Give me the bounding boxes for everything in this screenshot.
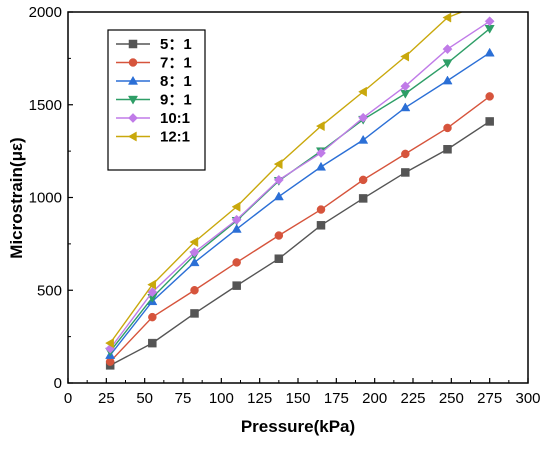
- data-point: [315, 121, 325, 132]
- x-tick-label: 275: [477, 390, 502, 407]
- data-point: [189, 236, 199, 248]
- legend-marker: [127, 131, 137, 142]
- y-axis-title: Microstrain(με): [7, 137, 26, 258]
- data-point: [316, 205, 326, 214]
- data-point: [358, 175, 368, 185]
- legend-label: 10:1: [160, 110, 190, 127]
- data-point: [443, 123, 452, 133]
- data-point: [401, 149, 410, 159]
- data-point: [273, 159, 283, 170]
- data-point: [400, 51, 410, 62]
- data-point: [190, 309, 199, 318]
- data-point: [442, 44, 453, 55]
- data-point: [148, 312, 157, 322]
- data-point: [273, 191, 284, 201]
- data-point: [400, 89, 411, 99]
- x-tick-label: 75: [175, 390, 192, 407]
- series-line: [109, 12, 464, 344]
- data-point: [274, 254, 284, 263]
- x-tick-label: 125: [247, 390, 272, 407]
- data-point: [147, 287, 158, 298]
- data-point: [316, 221, 326, 230]
- data-point: [443, 145, 452, 154]
- legend-marker: [127, 75, 139, 85]
- data-point: [315, 161, 327, 171]
- data-point: [485, 0, 493, 5]
- legend-label: 8：1: [160, 73, 192, 90]
- series-line: [109, 20, 491, 350]
- series-line: [109, 120, 491, 366]
- data-point: [484, 47, 495, 57]
- data-point: [148, 338, 157, 348]
- data-point: [442, 75, 453, 85]
- data-point: [231, 214, 242, 225]
- data-point: [358, 112, 369, 123]
- data-point: [485, 117, 494, 126]
- y-tick-label: 1500: [29, 97, 62, 114]
- data-point: [189, 257, 200, 267]
- data-point: [232, 258, 241, 267]
- data-point: [316, 148, 326, 158]
- x-tick-label: 100: [209, 390, 234, 407]
- legend-label: 5：1: [160, 36, 192, 53]
- x-tick-label: 175: [324, 390, 349, 407]
- data-point: [358, 194, 368, 203]
- y-tick-label: 500: [37, 282, 62, 299]
- legend-marker: [128, 113, 138, 123]
- data-point: [358, 86, 367, 97]
- legend: 5：1 7：18：1 9：110:1 12:1: [107, 29, 206, 171]
- data-point: [105, 338, 114, 349]
- data-point: [484, 16, 495, 27]
- data-point: [274, 231, 284, 240]
- data-point: [147, 279, 157, 290]
- data-point: [442, 12, 452, 23]
- x-tick-label: 150: [285, 390, 310, 407]
- legend-marker: [127, 95, 139, 105]
- data-point: [189, 247, 200, 258]
- legend-label: 7：1: [160, 55, 192, 72]
- x-tick-label: 250: [439, 390, 464, 407]
- x-tick-label: 200: [362, 390, 387, 407]
- data-point: [231, 223, 242, 233]
- x-tick-label: 300: [515, 390, 540, 407]
- y-tick-label: 2000: [29, 4, 62, 21]
- x-tick-label: 0: [64, 390, 72, 407]
- legend-label: 9：1: [160, 92, 192, 109]
- data-point: [400, 81, 411, 92]
- series-line: [109, 95, 491, 363]
- data-point: [232, 281, 241, 290]
- legend-marker: [128, 39, 138, 49]
- data-point: [400, 102, 411, 112]
- data-point: [231, 201, 241, 212]
- data-point: [442, 59, 453, 69]
- data-point: [273, 174, 284, 185]
- x-tick-label: 225: [400, 390, 425, 407]
- data-point: [485, 92, 494, 101]
- y-tick-label: 0: [54, 375, 62, 392]
- x-tick-label: 50: [136, 390, 153, 407]
- legend-marker: [128, 58, 138, 67]
- data-point: [358, 134, 369, 144]
- legend-label: 12:1: [160, 129, 190, 146]
- x-tick-label: 25: [98, 390, 115, 407]
- x-axis-title: Pressure(kPa): [241, 417, 355, 436]
- data-point: [190, 286, 199, 295]
- data-point: [401, 168, 410, 177]
- series-line: [109, 52, 491, 356]
- y-tick-label: 1000: [29, 190, 62, 207]
